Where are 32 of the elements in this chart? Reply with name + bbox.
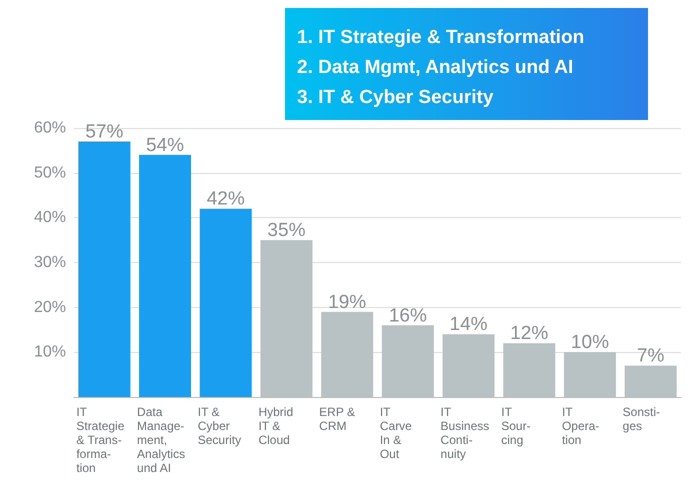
y-tick-label: 50% bbox=[34, 164, 66, 182]
text: 1. IT Strategie & Transformation bbox=[297, 27, 584, 48]
bar bbox=[139, 154, 192, 397]
y-tick-label: 10% bbox=[34, 344, 66, 361]
x-tick-label: IT & Cyber Security bbox=[198, 405, 242, 447]
x-tick-label: IT Sour- cing bbox=[501, 405, 531, 447]
data-label: 42% bbox=[206, 188, 245, 210]
y-tick-label: 30% bbox=[34, 254, 66, 271]
bar bbox=[200, 208, 252, 397]
y-tick-label: 60% bbox=[34, 120, 66, 136]
data-label: 35% bbox=[267, 220, 306, 242]
y-tick-label: 20% bbox=[34, 298, 66, 316]
data-label: 54% bbox=[146, 134, 184, 156]
x-tick-label: Hybrid IT & Cloud bbox=[258, 405, 294, 447]
data-label: 57% bbox=[85, 121, 124, 142]
text: 2. Data Mgmt, Analytics und AI bbox=[297, 57, 574, 78]
text: 3. IT & Cyber Security bbox=[297, 87, 494, 108]
data-label: 16% bbox=[388, 305, 427, 326]
x-tick-label: IT Business Conti- nuity bbox=[440, 405, 490, 461]
x-tick-label: ERP & CRM bbox=[319, 405, 355, 433]
y-tick-label: 40% bbox=[34, 209, 66, 226]
data-label: 7% bbox=[636, 346, 664, 367]
data-label: 12% bbox=[510, 323, 548, 344]
bar bbox=[78, 141, 130, 397]
x-tick-label: IT Opera- tion bbox=[562, 405, 600, 447]
x-tick-label: IT Carve In & Out bbox=[380, 405, 412, 461]
x-tick-label: Data Manage- ment, Analytics und AI bbox=[137, 405, 186, 475]
data-label: 19% bbox=[328, 292, 366, 313]
data-label: 10% bbox=[570, 332, 610, 354]
x-tick-label: IT Strategie & Trans- forma- tion bbox=[76, 405, 125, 475]
x-tick-label: Sonsti- ges bbox=[622, 405, 660, 433]
data-label: 14% bbox=[450, 314, 488, 336]
